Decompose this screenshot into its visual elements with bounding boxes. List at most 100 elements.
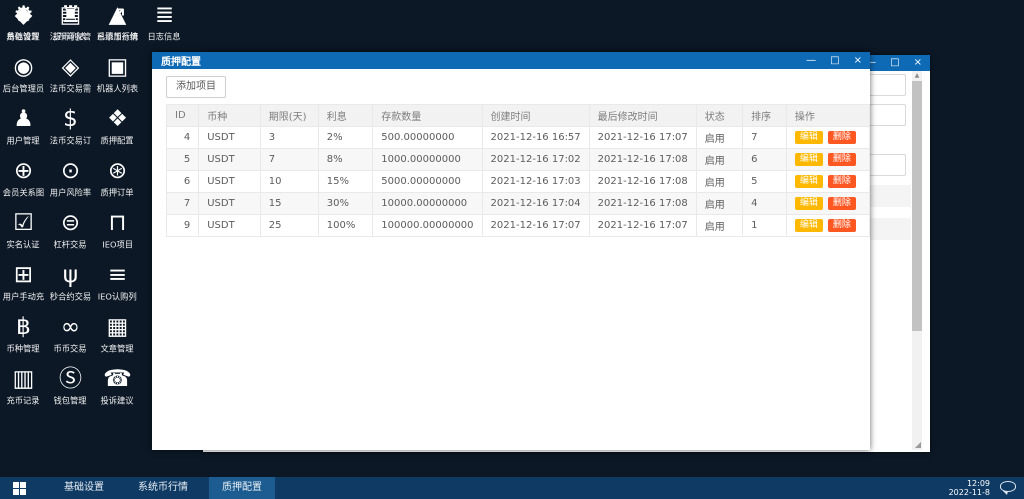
desktop-icon-basic-settings[interactable]: ⚙ 基础设置 [0, 0, 47, 50]
taskbar-item-system-coin-market[interactable]: 系统币行情 [138, 482, 188, 493]
check-square-icon: ☑ [13, 210, 34, 236]
desktop-icon-withdraw-list[interactable]: ▤ 提币列表 [47, 0, 94, 50]
desktop-icon-label: 法币交易需 [49, 85, 92, 95]
taskbar-item-pledge-config[interactable]: 质押配置 [209, 477, 275, 499]
clock-date: 2022-11-8 [948, 488, 990, 497]
cell-term: 10 [259, 170, 319, 193]
cell-actions: 编辑 删除 [785, 192, 871, 215]
edit-button[interactable]: 编辑 [794, 219, 823, 232]
desktop-icon-label: 实名认证 [6, 241, 41, 251]
add-item-button[interactable]: 添加项目 [166, 76, 226, 98]
delete-button[interactable]: 删除 [827, 175, 856, 188]
scrollbar-thumb[interactable] [912, 81, 922, 331]
desktop-icon-second-contract-trade[interactable]: ψ 秒合约交易 [47, 260, 94, 310]
cell-created: 2021-12-16 17:04 [481, 192, 590, 215]
edit-button[interactable]: 编辑 [794, 153, 823, 166]
bitcoin-icon: ฿ [16, 314, 31, 340]
delete-button[interactable]: 删除 [827, 153, 856, 166]
desktop-icon-pledge-config[interactable]: ❖ 质押配置 [94, 104, 141, 154]
delete-button[interactable]: 删除 [827, 131, 856, 144]
desktop-icon-user-management[interactable]: ♟ 用户管理 [0, 104, 47, 154]
delete-button[interactable]: 删除 [827, 197, 856, 210]
window-controls: — □ × [806, 54, 870, 66]
resize-grip-icon[interactable]: ◢ [914, 440, 921, 449]
desktop-icon-member-relations[interactable]: ⊕ 会员关系图 [0, 156, 47, 206]
desktop-icon-admin-users[interactable]: ◉ 后台管理员 [0, 52, 47, 102]
desktop-icon-coin-management[interactable]: ฿ 币种管理 [0, 312, 47, 362]
minimize-icon[interactable]: — [806, 54, 817, 66]
table-header-row: ID 币种 期限(天) 利息 存款数量 创建时间 最后修改时间 状态 排序 操作 [165, 104, 871, 127]
desktop-icon-system-coin-market[interactable]: ↗ 系统币行情 [94, 0, 141, 50]
chat-bubble-icon[interactable] [1000, 481, 1016, 495]
pledge-config-titlebar[interactable]: 质押配置 — □ × [152, 52, 870, 69]
desktop-icon-user-manual-recharge[interactable]: ⊞ 用户手动充 [0, 260, 47, 310]
shield-icon: ⊙ [60, 158, 81, 184]
scrollbar[interactable]: ▲ [912, 71, 922, 450]
edit-button[interactable]: 编辑 [794, 131, 823, 144]
maximize-icon[interactable]: □ [830, 54, 840, 66]
close-icon[interactable]: × [913, 57, 922, 68]
list-alt-icon: ▥ [12, 366, 35, 392]
desktop-icon-ieo-project[interactable]: ⊓ IEO项目 [94, 208, 141, 258]
delete-button[interactable]: 删除 [827, 219, 856, 232]
trident-icon: ψ [62, 262, 79, 288]
desktop-icon-ieo-subscribe-list[interactable]: ≡ IEO认购列 [94, 260, 141, 310]
cell-amount: 1000.00000000 [372, 148, 483, 171]
edit-button[interactable]: 编辑 [794, 175, 823, 188]
maximize-icon[interactable]: □ [890, 57, 900, 68]
start-button[interactable] [0, 477, 38, 499]
desktop-icon-leverage-trade[interactable]: ⊜ 杠杆交易 [47, 208, 94, 258]
table-row: 5 USDT 7 8% 1000.00000000 2021-12-16 17:… [165, 148, 871, 171]
cell-term: 7 [259, 148, 319, 171]
minimize-icon[interactable]: — [866, 57, 877, 68]
cell-actions: 编辑 删除 [785, 148, 871, 171]
desktop-icon-log-info[interactable]: ≣ 日志信息 [141, 0, 188, 50]
cell-id: 7 [165, 192, 200, 215]
cell-interest: 8% [317, 148, 374, 171]
robot-icon: ▣ [106, 54, 129, 80]
desktop-icon-complaint-suggestion[interactable]: ☎ 投诉建议 [94, 364, 141, 414]
cell-status: 启用 [695, 126, 744, 149]
puzzle-icon: ⊞ [13, 262, 34, 288]
bank-icon: ♜ [60, 2, 81, 28]
edit-button[interactable]: 编辑 [794, 197, 823, 210]
graduation-cap-icon: ◆ [14, 2, 33, 28]
desktop-icon-user-risk-rate[interactable]: ⊙ 用户风险率 [47, 156, 94, 206]
area-chart-icon: ▲ [108, 2, 127, 28]
taskbar-item-basic-settings[interactable]: 基础设置 [64, 482, 104, 493]
desktop-icon-fiat-trade-demand[interactable]: ◈ 法币交易需 [47, 52, 94, 102]
close-icon[interactable]: × [853, 54, 862, 66]
desktop-icon-label: 杠杆交易 [53, 241, 88, 251]
cell-term: 25 [259, 214, 319, 237]
desktop-icon-fiat-trade-orders[interactable]: $ 法币交易订 [47, 104, 94, 154]
desktop-icon-label: 机器人列表 [96, 85, 139, 95]
user-circle-icon: ◉ [13, 54, 34, 80]
desktop-icon-realname-auth[interactable]: ☑ 实名认证 [0, 208, 47, 258]
cell-term: 3 [259, 126, 319, 149]
unlock-icon: ⊓ [108, 210, 127, 236]
col-header-interest: 利息 [317, 104, 374, 127]
desktop-icon-robot-list[interactable]: ▣ 机器人列表 [94, 52, 141, 102]
desktop-icon-coin-trade[interactable]: ∞ 币币交易 [47, 312, 94, 362]
taskbar: 基础设置 系统币行情 质押配置 12:09 2022-11-8 [0, 477, 1024, 499]
desktop-icon-wallet-management[interactable]: Ⓢ 钱包管理 [47, 364, 94, 414]
desktop-icon-label: IEO认购列 [97, 293, 138, 303]
scroll-up-icon[interactable]: ▲ [914, 72, 920, 79]
cell-status: 启用 [695, 148, 744, 171]
cell-sort: 1 [742, 214, 787, 237]
desktop-icon-added-systems[interactable]: ▲ 已添加系统 [94, 0, 141, 50]
cell-term: 15 [259, 192, 319, 215]
desktop-icon-article-management[interactable]: ▦ 文章管理 [94, 312, 141, 362]
desktop-icon-recharge-records[interactable]: ▥ 充币记录 [0, 364, 47, 414]
cell-amount: 100000.00000000 [372, 214, 483, 237]
user-plus-icon: ⊕ [13, 158, 34, 184]
cell-created: 2021-12-16 17:03 [481, 170, 590, 193]
cell-sort: 5 [742, 170, 787, 193]
cell-interest: 2% [317, 126, 374, 149]
desktop-icon-label: 后台管理员 [2, 85, 45, 95]
col-header-actions: 操作 [785, 104, 871, 127]
desktop-icon-role-management[interactable]: ◆ 角色管理 [0, 0, 47, 50]
desktop-icon-fiat-merchant[interactable]: ♜ 法币商家管 [47, 0, 94, 50]
desktop-icon-pledge-orders[interactable]: ⊛ 质押订单 [94, 156, 141, 206]
